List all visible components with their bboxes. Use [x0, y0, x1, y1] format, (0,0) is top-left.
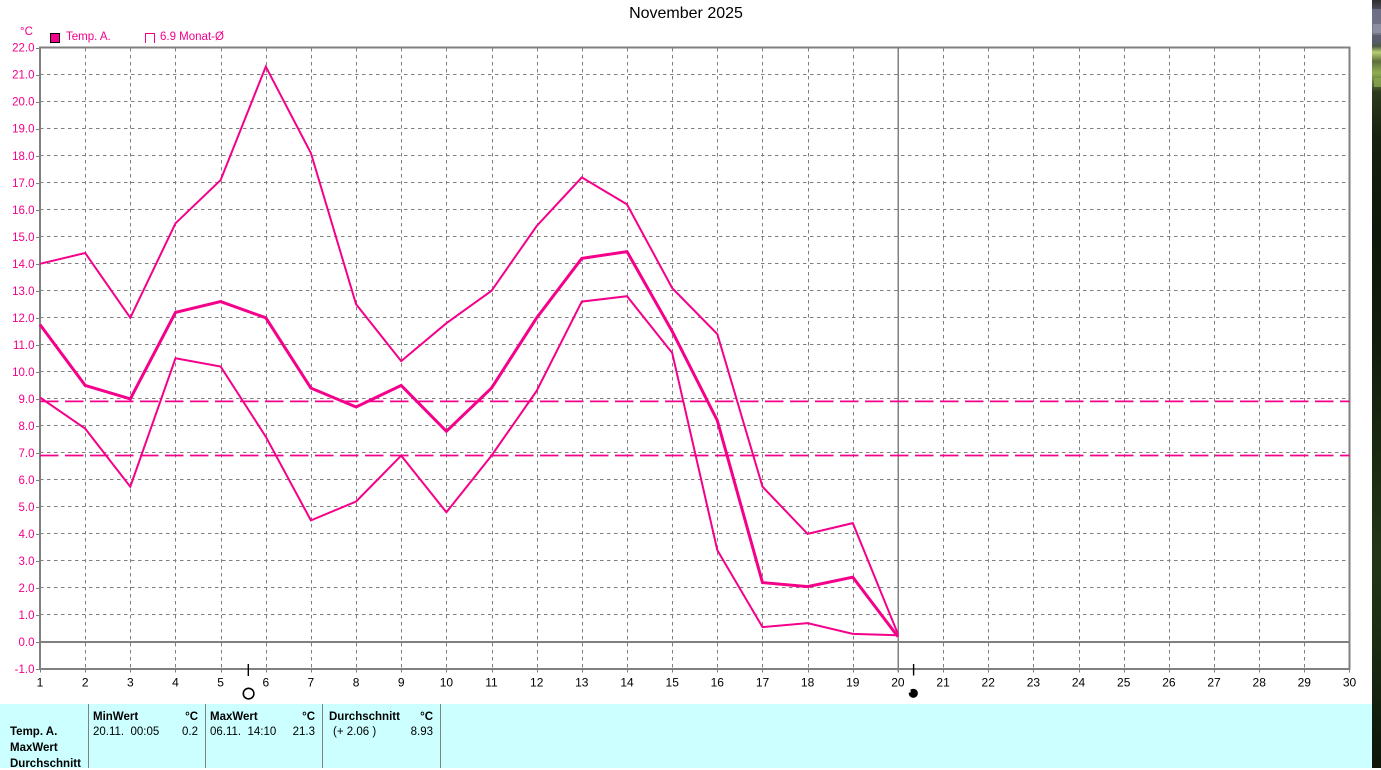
svg-text:17: 17 — [756, 676, 770, 690]
svg-text:29: 29 — [1298, 676, 1312, 690]
svg-text:13: 13 — [575, 676, 589, 690]
svg-text:11.0: 11.0 — [13, 340, 35, 352]
svg-text:8.0: 8.0 — [19, 421, 35, 433]
svg-text:25: 25 — [1117, 676, 1131, 690]
svg-text:7: 7 — [308, 676, 315, 690]
svg-text:28: 28 — [1253, 676, 1267, 690]
svg-text:24: 24 — [1072, 676, 1086, 690]
svg-text:-1.0: -1.0 — [15, 664, 35, 676]
svg-text:10: 10 — [440, 676, 454, 690]
svg-text:18.0: 18.0 — [12, 151, 34, 163]
svg-text:16: 16 — [711, 676, 725, 690]
svg-text:1: 1 — [37, 676, 44, 690]
svg-text:3: 3 — [127, 676, 134, 690]
svg-text:27: 27 — [1207, 676, 1221, 690]
svg-text:5: 5 — [217, 676, 224, 690]
svg-text:4.0: 4.0 — [19, 529, 35, 541]
svg-text:9.0: 9.0 — [19, 394, 35, 406]
svg-text:15: 15 — [666, 676, 680, 690]
svg-text:5.0: 5.0 — [19, 502, 35, 514]
svg-text:7.0: 7.0 — [19, 448, 35, 460]
svg-text:21.0: 21.0 — [12, 70, 34, 82]
svg-text:22.0: 22.0 — [12, 43, 34, 55]
svg-text:1.0: 1.0 — [19, 610, 35, 622]
svg-text:4: 4 — [172, 676, 179, 690]
svg-text:23: 23 — [1027, 676, 1041, 690]
svg-text:9: 9 — [398, 676, 405, 690]
svg-text:18: 18 — [801, 676, 815, 690]
svg-text:6.0: 6.0 — [19, 475, 35, 487]
svg-text:22: 22 — [982, 676, 996, 690]
svg-text:2: 2 — [82, 676, 89, 690]
svg-text:15.0: 15.0 — [12, 232, 34, 244]
svg-text:0.0: 0.0 — [19, 637, 35, 649]
svg-text:20: 20 — [891, 676, 905, 690]
svg-text:2.0: 2.0 — [19, 583, 35, 595]
svg-text:30: 30 — [1343, 676, 1357, 690]
svg-text:12.0: 12.0 — [12, 313, 34, 325]
svg-text:12: 12 — [530, 676, 544, 690]
svg-text:17.0: 17.0 — [12, 178, 34, 190]
svg-text:14.0: 14.0 — [12, 259, 34, 271]
svg-text:10.0: 10.0 — [12, 367, 34, 379]
svg-text:19.0: 19.0 — [12, 124, 34, 136]
svg-text:20.0: 20.0 — [12, 97, 34, 109]
svg-text:11: 11 — [485, 676, 498, 690]
svg-text:21: 21 — [936, 676, 950, 690]
svg-text:16.0: 16.0 — [12, 205, 34, 217]
svg-text:26: 26 — [1162, 676, 1176, 690]
svg-text:13.0: 13.0 — [12, 286, 34, 298]
svg-text:14: 14 — [620, 676, 634, 690]
svg-text:3.0: 3.0 — [19, 556, 35, 568]
svg-text:19: 19 — [846, 676, 860, 690]
svg-text:6: 6 — [262, 676, 269, 690]
svg-text:8: 8 — [353, 676, 360, 690]
